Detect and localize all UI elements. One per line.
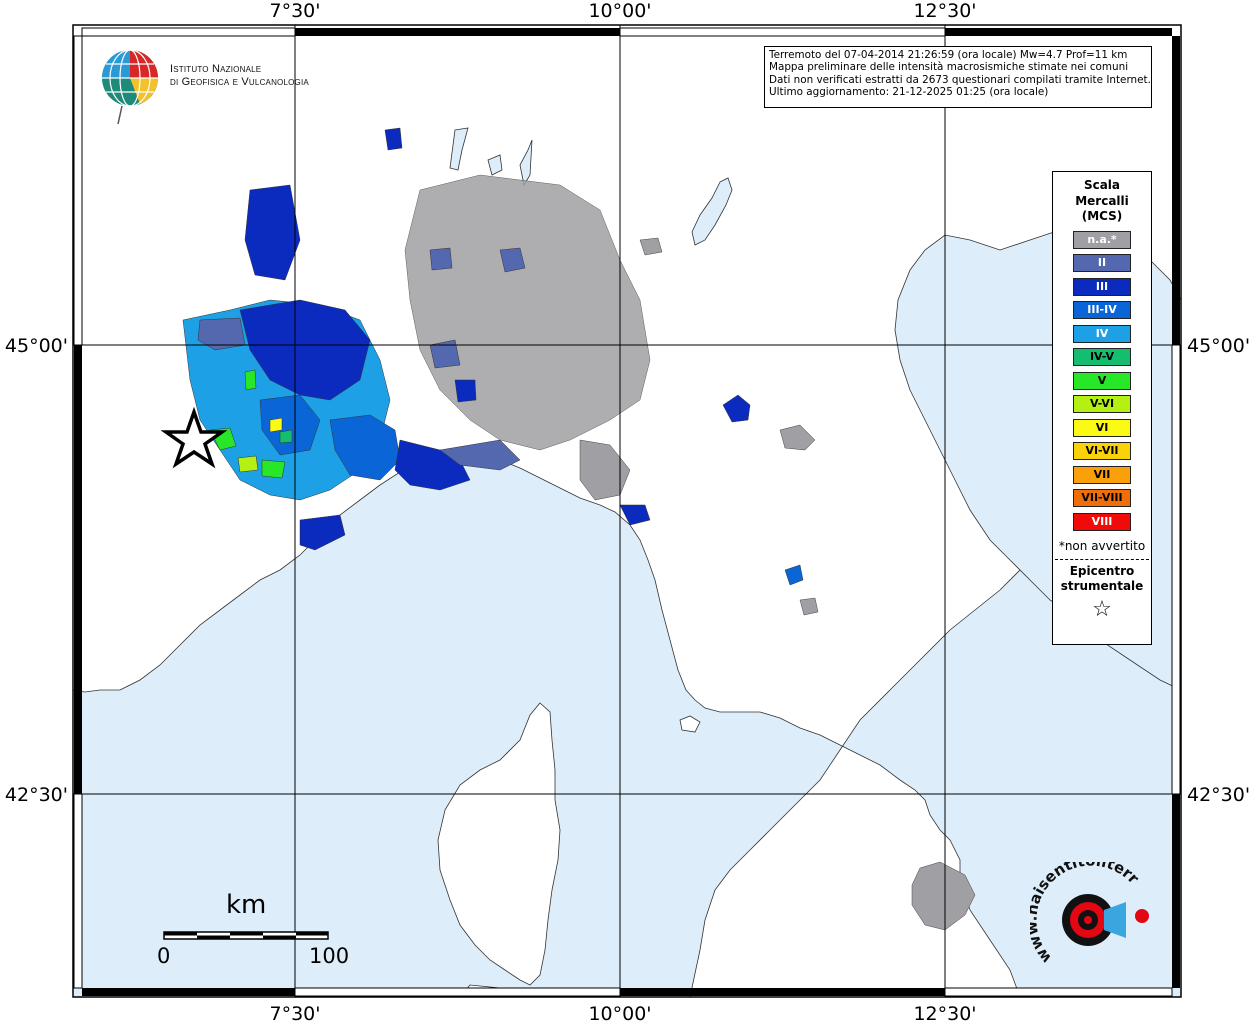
legend-swatch: VII-VIII [1073,489,1131,507]
target-icon: www.haisentitoilterremoto.it [1022,848,1149,967]
event-info-line1: Terremoto del 07-04-2014 21:26:59 (ora l… [769,49,1128,61]
scale-bar [163,931,329,940]
legend-star-icon: ☆ [1092,596,1112,622]
legend-epicenter-label: Epicentro strumentale [1053,564,1151,595]
scale-end-label: 100 [309,944,350,968]
epicenter-star-icon [160,406,228,469]
municipality-intensity-cluster [182,127,804,586]
event-info-line3: Dati non verificati estratti da 2673 que… [769,73,1151,86]
legend-separator [1055,558,1149,560]
legend-title-line3: (MCS) [1081,209,1123,223]
graticule [73,25,1181,997]
legend-swatch: n.a.* [1073,230,1131,249]
map-frame [72,24,1182,998]
tick-top-1: 7°30' [270,0,321,22]
intensity-legend: Scala Mercalli (MCS) n.a.* II III III-IV IV I… [1052,171,1152,645]
legend-swatch: IV [1073,324,1131,343]
legend-epicenter-line1: Epicentro [1069,563,1135,578]
legend-swatch: VI [1073,418,1131,437]
haisentito-logo: www.haisentitoilterremoto.it [1022,848,1160,982]
tick-bottom-3: 12°30' [913,1003,976,1024]
tick-left-2: 42°30' [5,784,68,806]
tick-top-2: 10°00' [588,0,651,22]
legend-title-line2: Mercalli [1075,193,1129,208]
tick-left-1: 45°00' [5,335,68,357]
legend-title: Scala Mercalli (MCS) [1053,178,1151,225]
legend-swatch: IV-V [1073,348,1131,366]
ingv-logo [100,48,315,128]
legend-title-line1: Scala [1083,178,1121,192]
event-info-line4: Ultimo aggiornamento: 21-12-2025 01:25 (… [769,86,1049,99]
legend-swatch: III [1073,277,1131,296]
legend-swatch: VIII [1073,512,1131,531]
ingv-name: Istituto Nazionale di Geofisica e Vulcan… [170,63,309,89]
legend-epicenter-line2: strumentale [1060,579,1144,593]
legend-note: *non avvertito [1058,538,1146,553]
globe-icon [102,49,158,125]
ingv-name-line2: di Geofisica e Vulcanologia [170,76,309,88]
scale-unit: km [226,890,267,920]
legend-swatch: III-IV [1073,301,1131,319]
lakes [449,127,733,246]
legend-swatch: V-VI [1073,395,1131,413]
legend-swatch: II [1073,254,1131,272]
tick-bottom-1: 7°30' [270,1003,321,1024]
legend-items: n.a.* II III III-IV IV IV-V V V-VI VI VI-VII VII VI… [1053,230,1151,531]
legend-swatch: VII [1073,465,1131,484]
tick-right-2: 42°30' [1187,784,1250,806]
legend-swatch: V [1073,371,1131,390]
tick-top-3: 12°30' [913,0,976,22]
tick-bottom-2: 10°00' [588,1003,651,1024]
tick-right-1: 45°00' [1187,335,1250,357]
event-info-line2: Mappa preliminare delle intensità macros… [769,61,1129,74]
ingv-name-line1: Istituto Nazionale [170,63,262,75]
legend-swatch: VI-VII [1073,442,1131,460]
scale-start-label: 0 [157,944,171,968]
event-info-box: Terremoto del 07-04-2014 21:26:59 (ora l… [764,46,1152,108]
